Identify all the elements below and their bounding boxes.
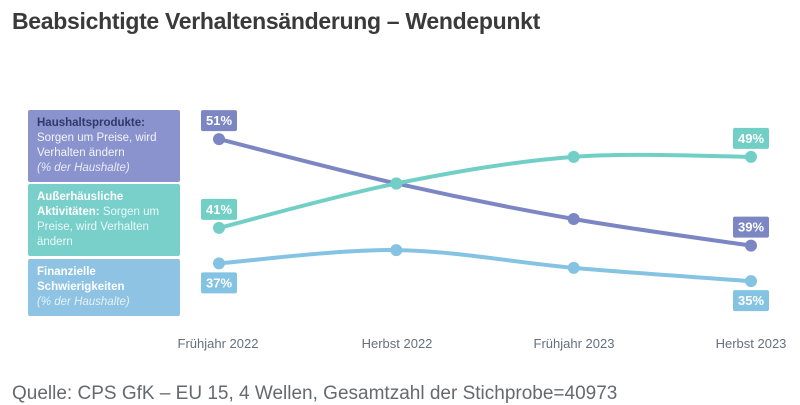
data-point: [213, 133, 225, 146]
data-point: [213, 257, 225, 270]
data-point: [567, 150, 580, 163]
data-point: [567, 213, 580, 225]
value-badge-bg: [201, 272, 237, 294]
value-badge-text: 35%: [738, 293, 764, 308]
data-point: [390, 244, 403, 257]
data-point: [390, 177, 403, 190]
data-point: [567, 261, 580, 274]
x-axis: Frühjahr 2022 Herbst 2022 Frühjahr 2023 …: [0, 336, 800, 354]
data-point: [390, 177, 403, 190]
value-badge: 51%: [201, 110, 237, 132]
value-badge-text: 37%: [206, 275, 232, 290]
legend-title: Außerhäusliche Aktivitäten:: [37, 191, 124, 218]
value-badge: 49%: [733, 127, 769, 149]
data-point: [745, 275, 757, 288]
data-point: [745, 150, 757, 163]
legend-note: (% der Haushalte): [37, 161, 130, 174]
legend-body: Sorgen um Preise, wird Verhalten ändern: [37, 205, 160, 248]
series-line-2: [217, 248, 753, 284]
series-line-1: [217, 152, 753, 230]
value-badge-bg: [733, 127, 769, 149]
page-title: Beabsichtigte Verhaltensänderung – Wende…: [12, 8, 540, 34]
legend-body: Sorgen um Preise, wird Verhalten ändern: [37, 131, 157, 159]
value-badge-bg: [733, 290, 769, 312]
x-axis-label: Frühjahr 2023: [533, 336, 615, 351]
legend-item-ausserhaeusliche-aktivitaeten: Außerhäusliche Aktivitäten: Sorgen um Pr…: [28, 184, 180, 256]
value-badge-bg: [733, 216, 769, 238]
value-badge-bg: [201, 110, 237, 132]
value-badge-bg: [201, 198, 237, 220]
data-point: [745, 239, 757, 252]
series-line-0: [217, 137, 753, 248]
x-axis-label: Herbst 2022: [361, 336, 433, 351]
value-badge: 35%: [733, 290, 769, 312]
legend-title: Haushaltsprodukte:: [37, 117, 145, 129]
value-badge: 37%: [201, 272, 237, 294]
legend-item-finanzielle-schwierigkeiten: Finanzielle Schwierigkeiten (% der Haush…: [28, 259, 180, 316]
legend-note: (% der Haushalte): [37, 295, 130, 308]
legend-title: Finanzielle Schwierigkeiten: [37, 266, 125, 293]
x-axis-label: Frühjahr 2022: [177, 336, 259, 351]
legend-item-haushaltsprodukte: Haushaltsprodukte: Sorgen um Preise, wir…: [28, 110, 180, 182]
value-badge-text: 39%: [738, 220, 764, 235]
value-badge: 39%: [733, 216, 769, 238]
value-badge-text: 49%: [738, 131, 764, 146]
x-axis-label: Herbst 2023: [715, 336, 787, 351]
value-badge: 41%: [201, 198, 237, 220]
source-note: Quelle: CPS GfK – EU 15, 4 Wellen, Gesam…: [12, 383, 618, 404]
data-point: [213, 221, 225, 234]
value-badge-text: 41%: [206, 202, 232, 217]
value-badge-text: 51%: [206, 113, 232, 128]
